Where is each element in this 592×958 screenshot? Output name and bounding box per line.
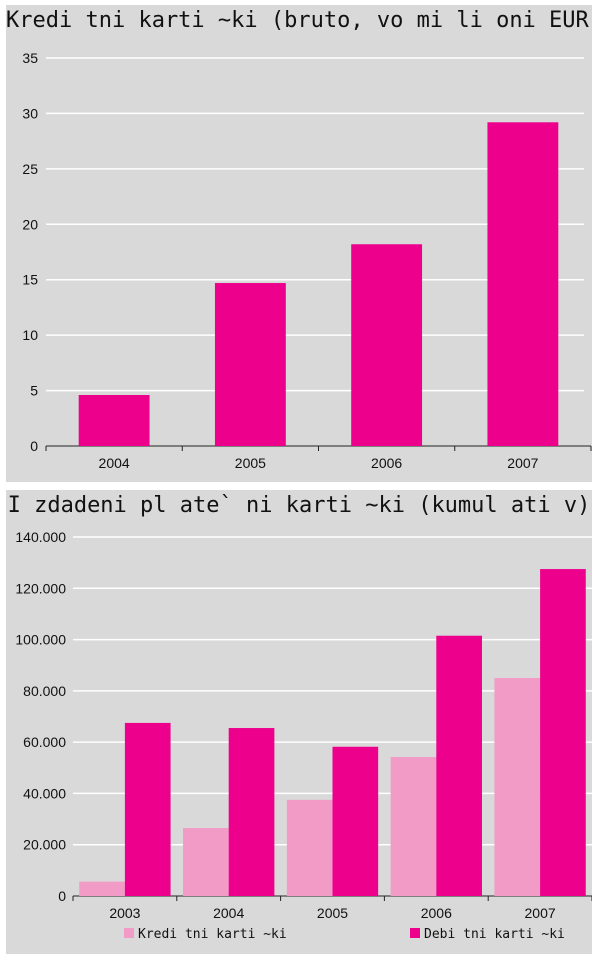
legend-label-debit: Debi tni karti ~ki [424, 927, 565, 942]
x-tick-label: 2004 [213, 905, 244, 921]
y-tick-label: 0 [30, 438, 38, 454]
y-tick-label: 20 [22, 216, 38, 232]
x-tick-label: 2003 [109, 905, 140, 921]
credit-bar [79, 881, 125, 896]
chart1-title: Kredi tni karti ~ki (bruto, vo mi li oni… [6, 8, 592, 33]
y-tick-label: 120.000 [15, 580, 66, 596]
y-tick-label: 40.000 [23, 785, 66, 801]
x-tick-label: 2005 [317, 905, 348, 921]
y-tick-label: 100.000 [15, 632, 66, 648]
y-tick-label: 30 [22, 105, 38, 121]
bar [351, 244, 423, 446]
issued-cards-chart-panel: I zdadeni pl ate` ni karti ~ki (kumul at… [6, 490, 592, 954]
x-tick-label: 2005 [235, 455, 266, 471]
credit-bar [390, 757, 437, 896]
y-tick-label: 35 [22, 50, 38, 66]
y-tick-label: 5 [30, 383, 38, 399]
x-tick-label: 2006 [371, 455, 402, 471]
y-tick-label: 140.000 [15, 529, 66, 545]
debit-bar [332, 746, 379, 896]
y-tick-label: 10 [22, 327, 38, 343]
legend-label-credit: Kredi tni karti ~ki [138, 927, 287, 942]
issued-cards-bar-chart: 0 20.000 40.000 60.000 80.000 100.000 120.000 1… [15, 529, 592, 942]
bar [487, 122, 559, 446]
y-tick-label: 80.000 [23, 683, 66, 699]
y-tick-label: 20.000 [23, 837, 66, 853]
x-tick-label: 2006 [421, 905, 452, 921]
credit-bar [183, 828, 229, 896]
credit-card-chart-panel: Kredi tni karti ~ki (bruto, vo mi li oni… [6, 5, 592, 482]
debit-bar [540, 569, 586, 896]
y-tick-label: 60.000 [23, 734, 66, 750]
debit-bar [124, 722, 171, 896]
credit-bar [494, 678, 541, 896]
x-tick-label: 2004 [99, 455, 130, 471]
y-tick-label: 0 [58, 888, 66, 904]
bar [214, 283, 286, 446]
legend-swatch-credit [124, 928, 134, 938]
debit-bar [228, 728, 275, 896]
bar [78, 395, 150, 446]
chart2-title: I zdadeni pl ate` ni karti ~ki (kumul at… [7, 493, 591, 518]
debit-bar [436, 635, 482, 896]
x-tick-label: 2007 [507, 455, 538, 471]
y-tick-label: 25 [22, 161, 38, 177]
legend-swatch-debit [410, 928, 420, 938]
credit-bar [286, 799, 333, 896]
x-tick-label: 2007 [525, 905, 556, 921]
credit-card-bar-chart: 0 5 10 15 20 25 30 35 2004 2005 2006 2007 [22, 50, 592, 471]
y-tick-label: 15 [22, 272, 38, 288]
